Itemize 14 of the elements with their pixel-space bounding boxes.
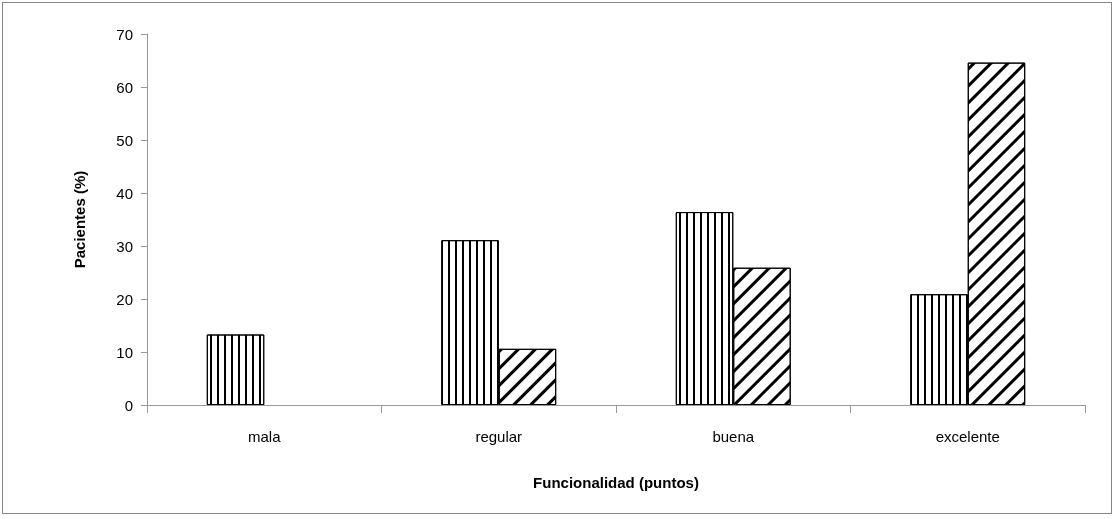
y-tick-label: 10 [116,343,133,361]
x-tick-label: regular [475,428,523,445]
y-tick-label: 20 [116,290,133,308]
y-tick-label: 40 [116,184,133,202]
y-tick-label: 50 [116,131,133,149]
y-tick-label: 0 [124,396,133,414]
y-tick-label: 60 [116,78,133,96]
x-tick-label: buena [712,428,755,445]
x-tick-label: mala [247,428,282,445]
x-tick-label: excelente [935,428,1000,445]
y-tick-label: 30 [116,237,133,255]
y-tick-label: 70 [116,25,133,43]
y-axis-title: Pacientes (%) [71,170,88,269]
x-axis-title: Funcionalidad (puntos) [533,474,699,491]
